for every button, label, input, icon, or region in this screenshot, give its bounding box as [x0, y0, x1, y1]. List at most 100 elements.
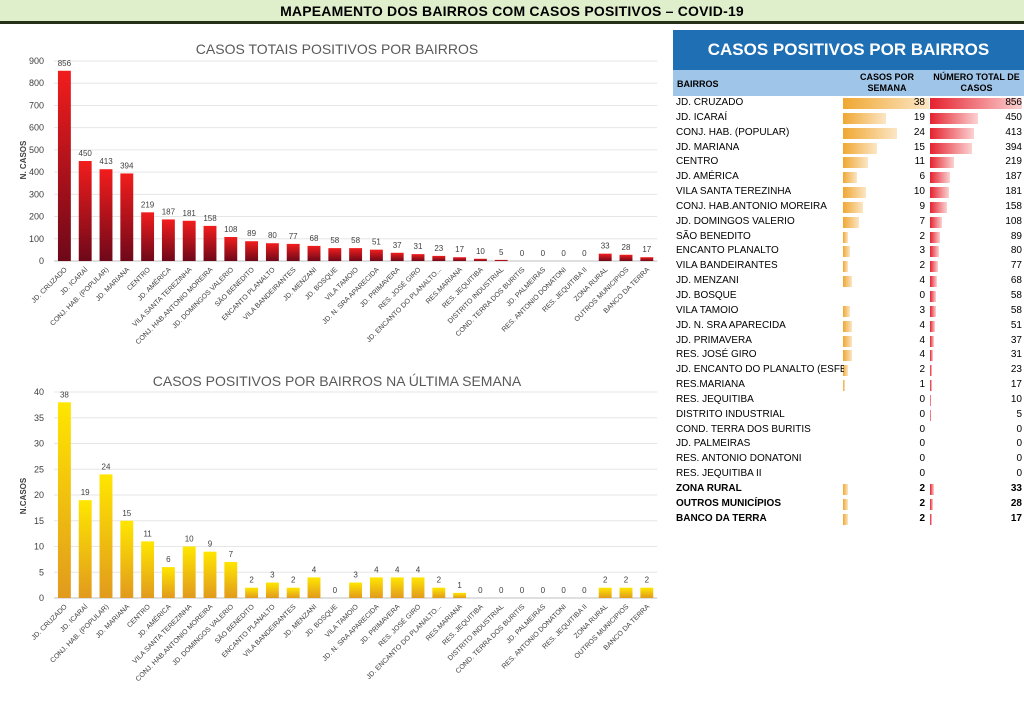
total-cases-bar [930, 112, 979, 124]
y-tick-label: 200 [29, 212, 44, 222]
x-tick-label: CONJ. HAB.ANTONIO MOREIRA [135, 603, 215, 683]
weekly-cases-bar [843, 365, 848, 377]
neighborhood-name: JD. ICARAÍ [676, 111, 728, 123]
total-cases-bar [930, 172, 951, 184]
total-cases-bar [930, 187, 950, 199]
column-header-bairros: BAIRROS [677, 79, 719, 89]
data-label: 2 [291, 576, 296, 585]
bar [57, 402, 71, 598]
total-cases-value: 219 [1005, 156, 1022, 168]
weekly-cases-bar [843, 320, 853, 332]
y-tick-label: 600 [29, 123, 44, 133]
bar [57, 70, 71, 262]
total-cases-bar [930, 320, 936, 332]
total-cases-value: 28 [1010, 497, 1022, 509]
table-row: CONJ. HAB.ANTONIO MOREIRA 9 158 [673, 200, 1024, 215]
table-row: JD. PRIMAVERA 4 37 [673, 334, 1024, 349]
data-label: 31 [414, 242, 423, 251]
bar [411, 254, 425, 261]
bar [453, 592, 467, 598]
total-cases-value: 33 [1010, 482, 1022, 494]
bar [182, 220, 196, 261]
x-tick-label: JD. ENCANTO DO PLANALTO... [366, 603, 444, 681]
data-label: 0 [520, 586, 525, 595]
total-cases-value: 0 [1016, 438, 1022, 450]
neighborhood-name: JD. PALMEIRAS [676, 438, 751, 450]
table-row: VILA TAMOIO 3 58 [673, 304, 1024, 319]
total-cases-value: 450 [1005, 111, 1022, 123]
data-label: 856 [58, 59, 72, 68]
bar [390, 577, 404, 598]
weekly-cases-value: 3 [919, 304, 925, 316]
neighborhood-name: RES. JEQUITIBA II [676, 468, 762, 480]
neighborhood-name: JD. ENCANTO DO PLANALTO (ESFERA) [676, 364, 844, 376]
neighborhood-name: CONJ. HAB. (POPULAR) [676, 126, 790, 138]
weekly-cases-value: 1 [919, 379, 925, 391]
table-row: VILA BANDEIRANTES 2 77 [673, 259, 1024, 274]
neighborhood-name: CENTRO [676, 156, 719, 168]
table-row: DISTRITO INDUSTRIAL 0 5 [673, 408, 1024, 423]
weekly-cases-value: 3 [919, 245, 925, 257]
data-label: 187 [162, 207, 176, 216]
weekly-cases-bar [843, 98, 929, 109]
total-cases-bar [930, 290, 937, 302]
weekly-cases-bar [843, 127, 898, 139]
weekly-cases-bar [843, 276, 853, 288]
bar [120, 520, 134, 598]
data-label: 10 [476, 247, 485, 256]
total-cases-value: 413 [1005, 126, 1022, 138]
weekly-cases-value: 0 [919, 468, 925, 480]
x-tick-label: JD. CRUZADO [31, 603, 70, 642]
total-cases-value: 37 [1010, 334, 1022, 346]
data-label: 10 [185, 535, 194, 544]
table-row: JD. N. SRA APARECIDA 4 51 [673, 319, 1024, 334]
x-tick-label: RES.MARIANA [425, 266, 464, 305]
total-cases-value: 17 [1010, 512, 1022, 524]
y-tick-label: 0 [39, 256, 44, 266]
total-cases-bar [930, 98, 1022, 109]
cases-table-body: JD. CRUZADO 38 856 JD. ICARAÍ 19 450 CONJ. HAB… [673, 96, 1024, 526]
neighborhood-name: JD. CRUZADO [676, 97, 744, 108]
data-label: 158 [203, 214, 217, 223]
y-axis-label: N. CASOS [19, 140, 28, 179]
data-label: 108 [224, 225, 238, 234]
total-cases-bar [930, 380, 932, 392]
data-label: 2 [437, 576, 442, 585]
column-header-weekly: CASOS POR SEMANA [859, 72, 914, 93]
data-label: 181 [183, 209, 197, 218]
bar [640, 257, 654, 261]
table-row: RES.MARIANA 1 17 [673, 378, 1024, 393]
y-tick-label: 500 [29, 145, 44, 155]
neighborhood-name: JD. BOSQUE [676, 289, 737, 301]
data-label: 2 [603, 576, 608, 585]
bar [390, 252, 404, 261]
weekly-cases-value: 19 [913, 111, 925, 123]
total-cases-value: 51 [1010, 319, 1022, 331]
total-cases-bar [930, 365, 933, 377]
neighborhood-name: CONJ. HAB.ANTONIO MOREIRA [676, 200, 827, 212]
weekly-cases-value: 4 [919, 349, 925, 361]
cases-table-header: BAIRROS CASOS POR SEMANA NÚMERO TOTAL DE… [673, 70, 1024, 96]
neighborhood-name: RES. JEQUITIBA [676, 393, 754, 405]
total-cases-value: 158 [1005, 200, 1022, 212]
table-row: CENTRO 11 219 [673, 155, 1024, 170]
weekly-cases-bar [843, 350, 853, 362]
table-row: JD. MENZANI 4 68 [673, 274, 1024, 289]
neighborhood-name: OUTROS MUNICÍPIOS [676, 497, 782, 509]
total-cases-value: 187 [1005, 171, 1022, 183]
bar [78, 500, 92, 598]
data-label: 394 [120, 161, 134, 170]
bar [432, 255, 446, 261]
bar [432, 587, 446, 598]
data-label: 2 [624, 576, 629, 585]
data-label: 89 [247, 229, 256, 238]
weekly-cases-value: 2 [919, 260, 925, 272]
weekly-cases-bar [843, 380, 846, 392]
total-cases-value: 0 [1016, 453, 1022, 465]
weekly-cases-chart: CASOS POSITIVOS POR BAIRROS NA ÚLTIMA SE… [6, 364, 668, 704]
total-cases-value: 181 [1005, 186, 1022, 198]
data-label: 58 [351, 236, 360, 245]
neighborhood-name: JD. DOMINGOS VALERIO [676, 215, 795, 227]
y-tick-label: 30 [34, 439, 44, 449]
bar [328, 248, 342, 261]
